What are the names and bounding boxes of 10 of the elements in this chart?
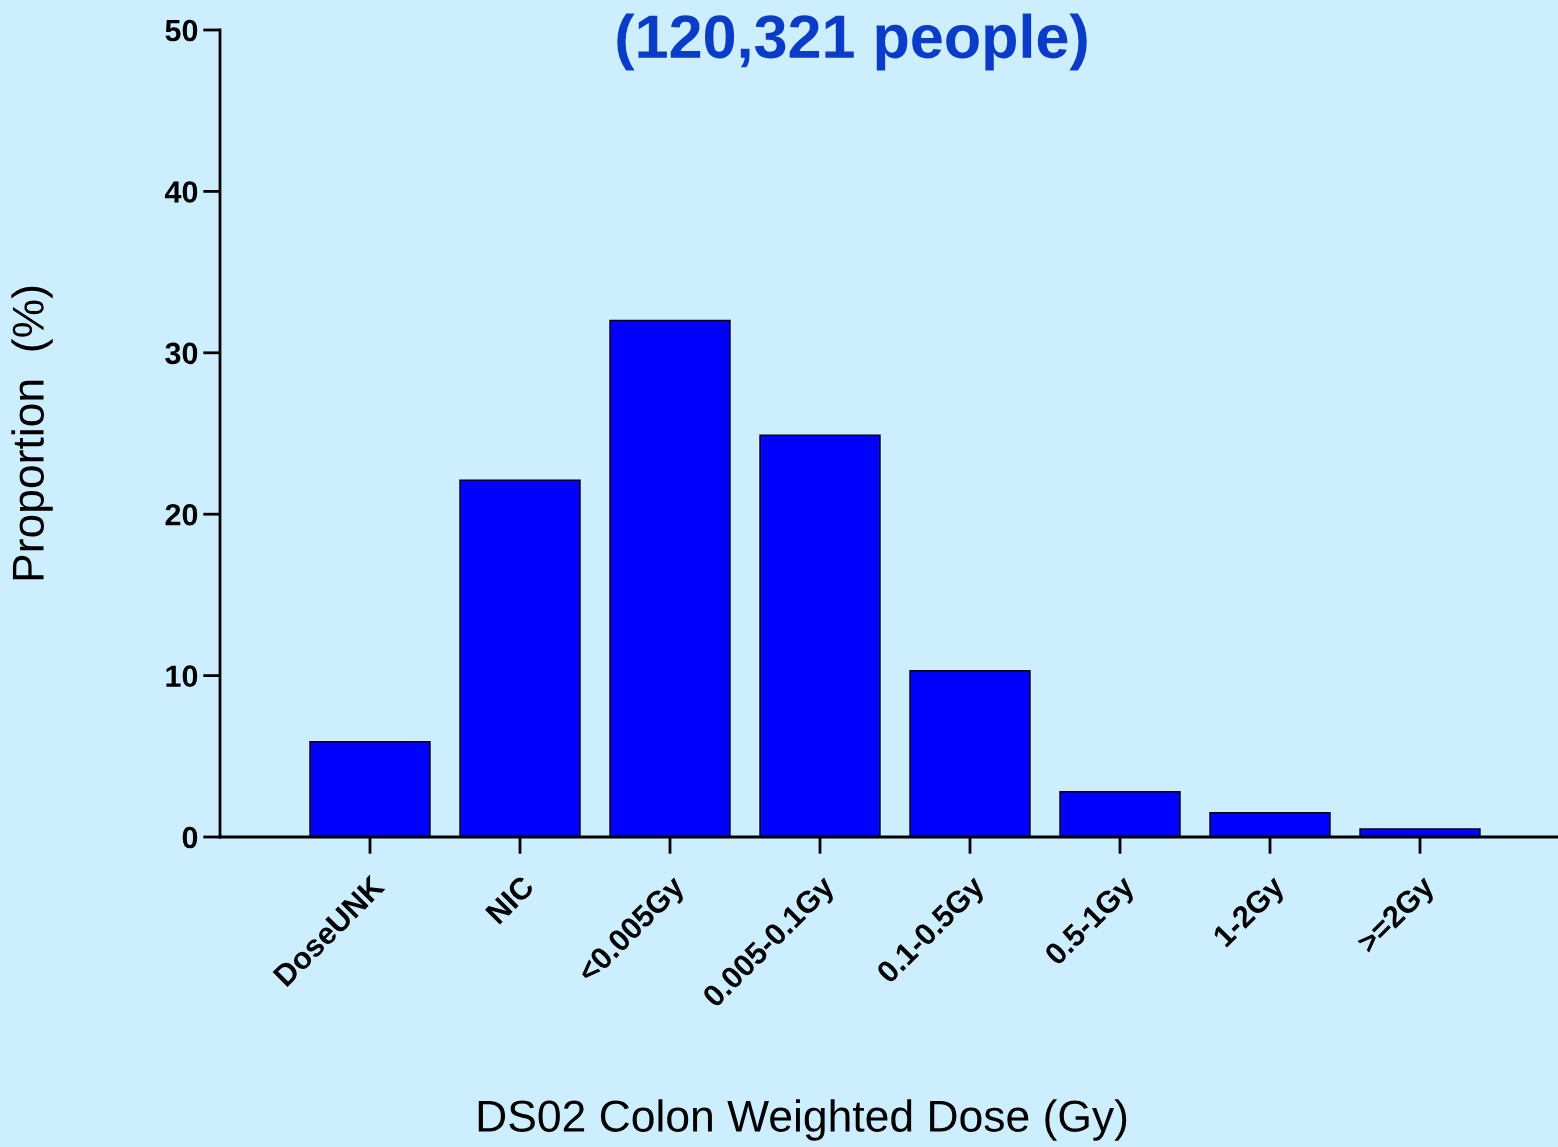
y-tick-label: 0 [182, 826, 198, 849]
x-axis-title: DS02 Colon Weighted Dose (Gy) [478, 1099, 1127, 1141]
y-tick-label: 30 [165, 342, 198, 365]
y-tick-label: 50 [165, 19, 198, 42]
y-tick-label: 20 [165, 503, 198, 526]
y-tick-label: 10 [166, 665, 198, 687]
x-tick-label: NIC [484, 874, 536, 925]
y-axis-title: Proportion (%) [11, 286, 53, 580]
y-tick-label: 40 [164, 181, 198, 203]
chart-title: (120,321 people) [617, 13, 1087, 71]
